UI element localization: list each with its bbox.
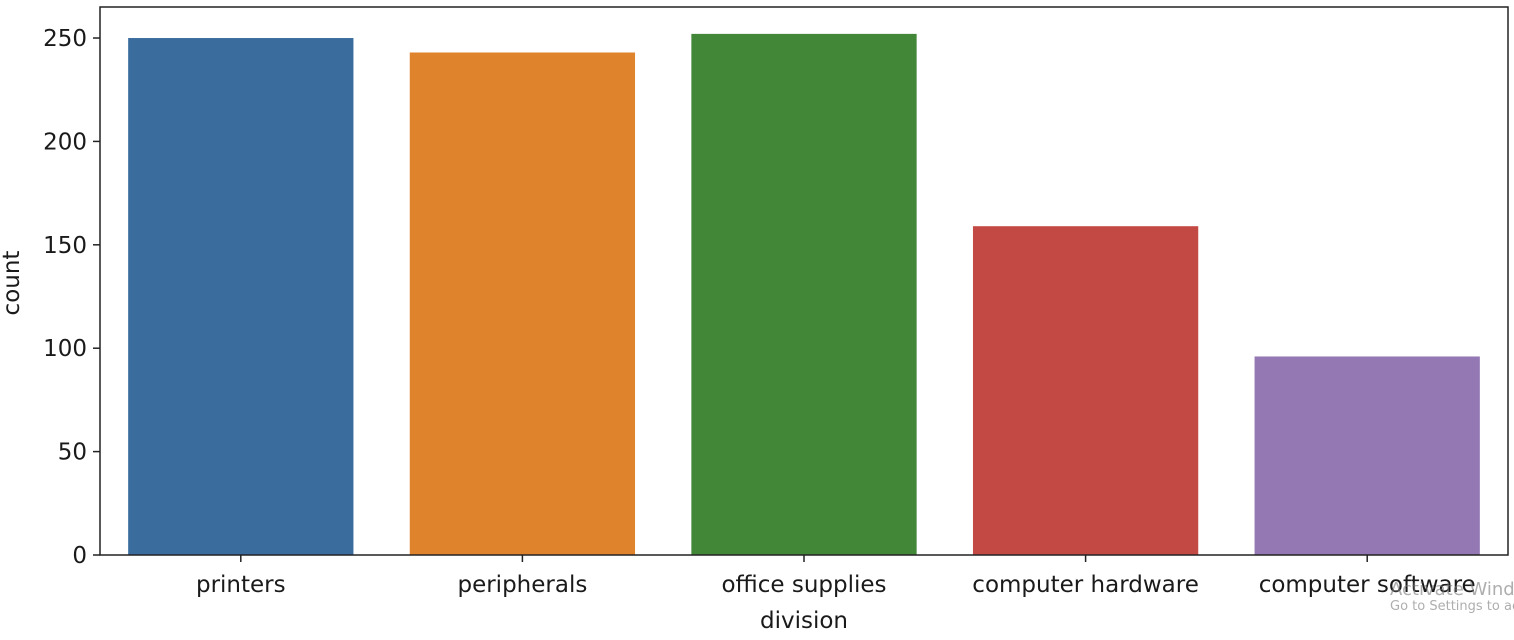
x-axis: printers peripherals office supplies comput… <box>196 555 1476 598</box>
y-tick-label: 100 <box>43 336 87 362</box>
bar-computer-hardware <box>972 226 1199 555</box>
bar-office-supplies <box>691 33 917 556</box>
bar-peripherals <box>409 52 636 556</box>
x-tick-label: office supplies <box>721 572 886 598</box>
y-tick-label: 0 <box>72 543 87 569</box>
x-tick-label: peripherals <box>457 572 587 598</box>
x-axis-label: division <box>760 608 848 634</box>
bars-group <box>128 33 1480 556</box>
y-tick-label: 250 <box>43 26 87 52</box>
y-axis: 0 50 100 150 200 250 <box>43 26 100 569</box>
bar-printers <box>128 38 354 556</box>
y-tick-label: 50 <box>58 440 87 466</box>
x-tick-label: computer software <box>1259 572 1476 598</box>
y-tick-label: 150 <box>43 233 87 259</box>
x-tick-label: printers <box>196 572 286 598</box>
watermark-subtitle: Go to Settings to activate Windows. <box>1390 598 1514 614</box>
watermark-title: Activate Windows <box>1390 579 1514 600</box>
y-axis-label: count <box>0 251 25 316</box>
windows-activation-watermark: Activate Windows Go to Settings to activ… <box>1390 580 1514 614</box>
x-tick-label: computer hardware <box>972 572 1199 598</box>
y-tick-label: 200 <box>43 129 87 155</box>
bar-computer-software <box>1254 356 1480 555</box>
